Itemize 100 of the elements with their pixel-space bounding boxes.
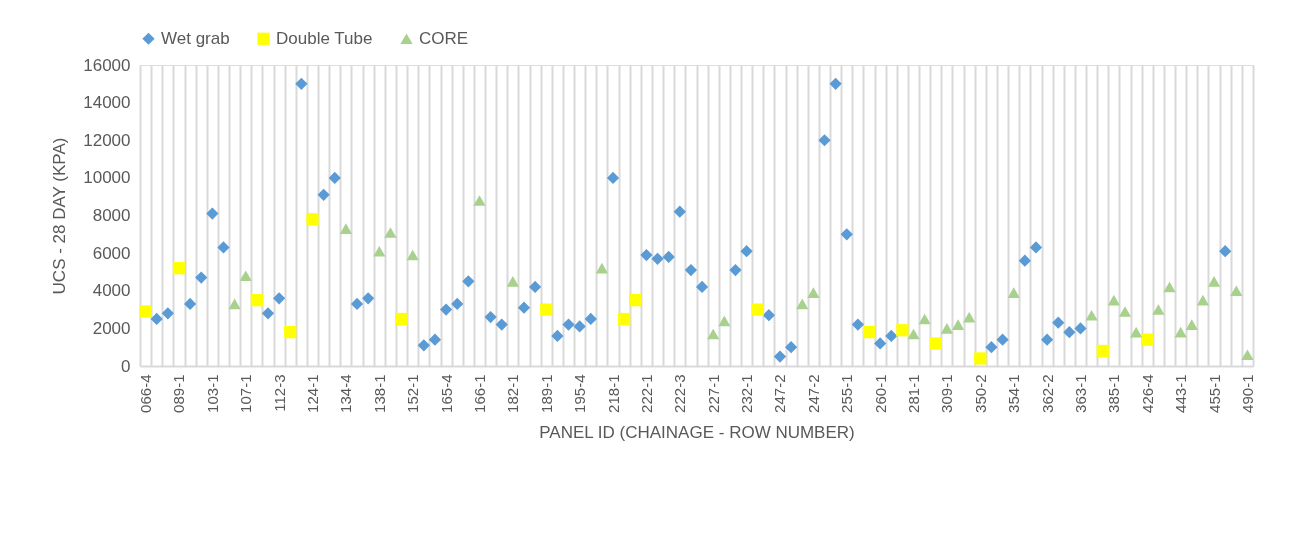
point [874,337,887,350]
point [862,326,876,339]
point [1085,309,1098,321]
x-tick-label: 166-1 [470,374,488,413]
point [718,315,731,327]
point [362,292,375,305]
point [439,303,453,316]
point [139,305,152,318]
point [673,205,686,218]
point [484,310,497,324]
point [651,252,664,265]
point [1196,294,1210,306]
point [562,318,575,331]
legend-label: Double Tube [276,28,373,48]
x-axis-title: PANEL ID (CHAINAGE - ROW NUMBER) [539,422,855,442]
x-tick-label: 066-4 [137,374,155,413]
y-tick-label: 2000 [92,318,131,338]
point [695,280,709,294]
point [595,262,609,274]
point [629,294,642,307]
point [1219,245,1232,258]
point [195,271,208,284]
point [528,280,542,294]
point [885,329,898,343]
point [317,188,330,201]
y-tick-label: 0 [121,356,131,376]
point [462,275,475,288]
x-tick-label: 107-1 [237,374,255,413]
x-tick-label: 222-1 [637,374,655,413]
point [172,262,186,275]
point [1052,316,1065,329]
point [228,298,241,310]
point [473,195,486,206]
point [974,352,987,365]
x-tick-label: 134-4 [337,374,355,413]
x-tick-label: 426-4 [1138,374,1156,413]
x-tick-label: 195-4 [571,374,589,413]
x-tick-label: 124-1 [304,374,322,413]
point [1152,304,1165,315]
point [829,77,842,90]
x-tick-label: 363-1 [1071,374,1089,413]
point [784,341,798,354]
point [684,263,698,277]
point [818,134,831,147]
point [573,320,586,333]
point [1096,344,1109,358]
x-tick-label: 182-1 [504,374,522,413]
x-tick-label: 255-1 [838,374,856,413]
point [1007,287,1020,298]
y-tick-label: 14000 [83,93,131,113]
point [217,241,230,254]
point [384,227,397,238]
point [250,294,263,307]
x-tick-label: 385-1 [1105,374,1123,413]
x-tick-label: 455-1 [1205,374,1223,413]
x-tick-label: 103-1 [203,374,221,413]
point [918,313,931,325]
point [807,287,820,298]
point [929,337,942,350]
point [395,312,408,326]
point [640,248,653,262]
point [1163,281,1176,293]
point [762,309,775,322]
point [1074,322,1087,335]
x-tick-label: 189-1 [537,374,555,413]
point [1040,333,1054,346]
x-tick-label: 281-1 [905,374,923,413]
x-tick-label: 089-1 [170,374,188,413]
point [350,297,364,311]
point [584,312,597,326]
point [796,298,809,310]
point [618,312,631,326]
point [239,270,252,281]
point [840,228,853,241]
point [1018,254,1031,267]
point [1207,276,1221,287]
point [740,245,753,258]
point [451,297,464,311]
x-tick-label: 138-1 [370,374,388,413]
x-tick-label: 232-1 [738,374,756,413]
point [896,324,909,337]
point [183,297,197,311]
point [1063,326,1076,339]
point [1107,294,1120,306]
legend-label: CORE [419,28,469,48]
point [707,328,720,340]
point [1141,333,1154,346]
point [1130,326,1143,338]
x-tick-label: 152-1 [404,374,422,413]
point [506,276,519,287]
point [406,249,419,261]
point [1118,306,1132,317]
point [373,245,386,257]
x-tick-label: 260-1 [871,374,889,413]
point [517,301,531,314]
point [295,77,308,90]
point [606,171,620,184]
point [273,292,286,305]
point [206,207,219,220]
point [1241,349,1254,361]
